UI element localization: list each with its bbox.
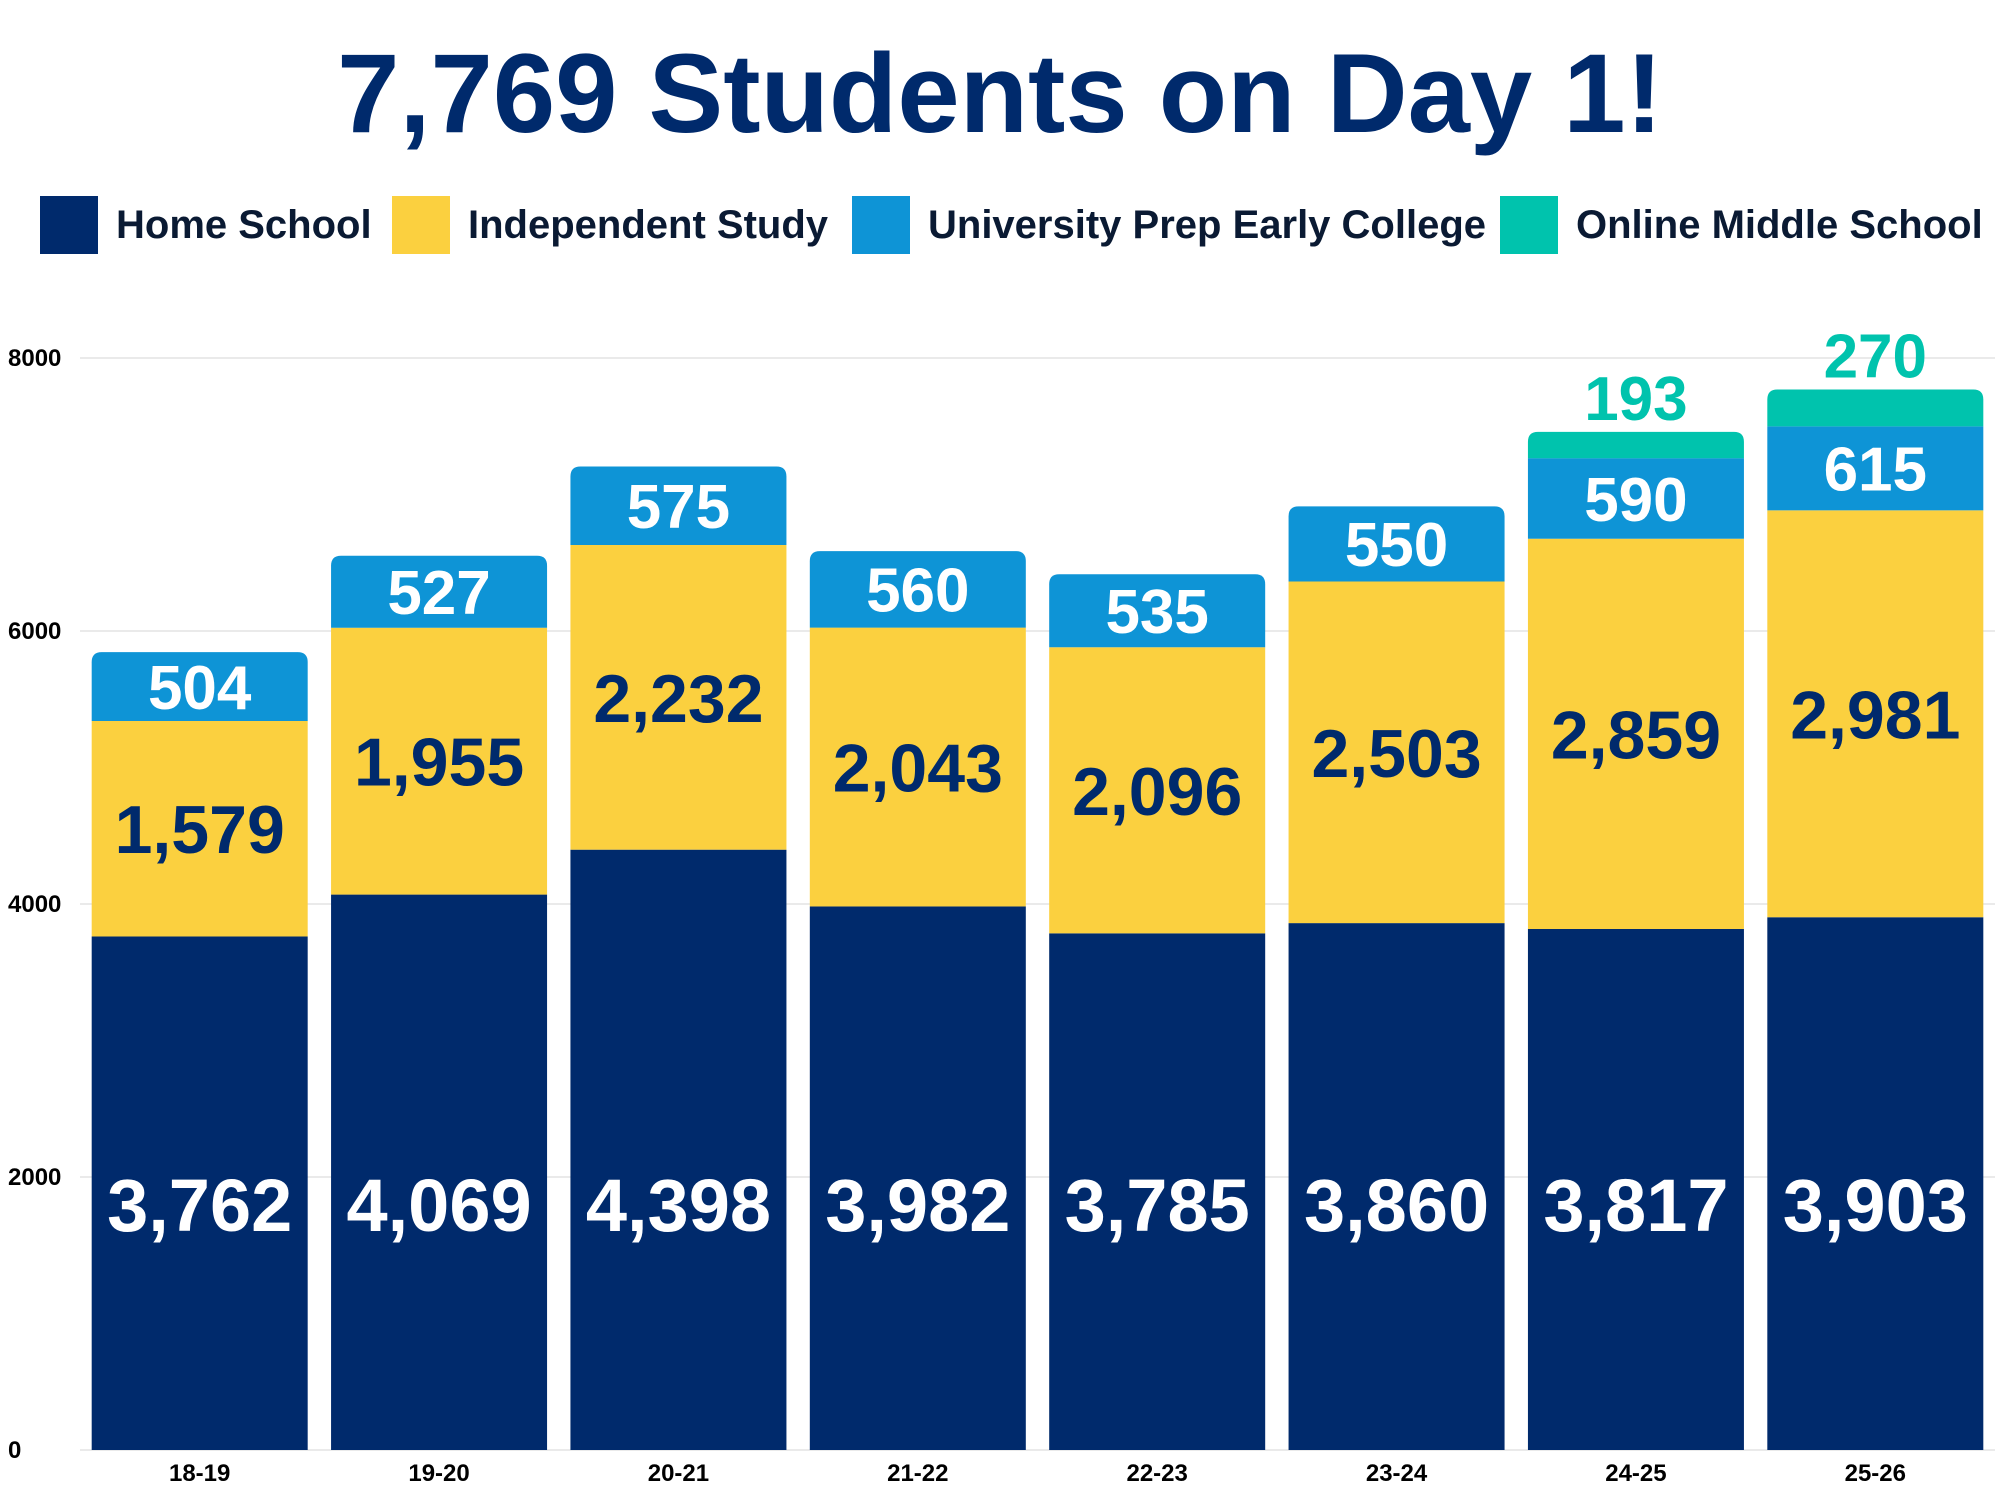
data-label: 3,762 bbox=[107, 1164, 292, 1247]
y-tick-label: 8000 bbox=[8, 345, 61, 372]
data-label: 504 bbox=[148, 654, 252, 723]
bar-segment bbox=[1288, 581, 1505, 924]
bar-segment bbox=[809, 906, 1026, 1450]
y-tick-label: 0 bbox=[8, 1437, 21, 1464]
x-tick-label: 18-19 bbox=[169, 1460, 230, 1487]
legend-swatch-home-school bbox=[40, 196, 98, 254]
legend-item-online-middle-school: Online Middle School bbox=[1500, 190, 1983, 260]
bar-segment bbox=[91, 652, 308, 721]
legend-swatch-independent-study bbox=[392, 196, 450, 254]
x-tick-label: 25-26 bbox=[1845, 1460, 1906, 1487]
data-label: 3,817 bbox=[1543, 1164, 1728, 1247]
data-label: 535 bbox=[1105, 578, 1208, 647]
legend-swatch-university-prep bbox=[852, 196, 910, 254]
bar-segment bbox=[1767, 426, 1984, 511]
bar-segment bbox=[1767, 917, 1984, 1450]
y-tick-label: 4000 bbox=[8, 891, 61, 918]
bar-segment bbox=[1049, 574, 1266, 648]
data-label: 4,069 bbox=[346, 1164, 531, 1247]
legend-swatch-online-middle-school bbox=[1500, 196, 1558, 254]
bar-segment bbox=[1767, 510, 1984, 918]
data-label: 527 bbox=[387, 559, 490, 628]
bar-segment bbox=[1049, 933, 1266, 1450]
data-label: 1,579 bbox=[115, 792, 285, 868]
bar-segment bbox=[1527, 458, 1744, 539]
data-label: 270 bbox=[1824, 323, 1927, 392]
data-label: 2,981 bbox=[1790, 677, 1960, 753]
bar-segment bbox=[1049, 647, 1266, 934]
x-tick-label: 20-21 bbox=[648, 1460, 709, 1487]
bar-segment bbox=[91, 936, 308, 1450]
bar-segment bbox=[91, 720, 308, 937]
bar-segment bbox=[570, 545, 787, 850]
bar-segment bbox=[1767, 389, 1984, 427]
data-label: 193 bbox=[1584, 365, 1687, 434]
data-label: 3,982 bbox=[825, 1164, 1010, 1247]
x-tick-label: 23-24 bbox=[1366, 1460, 1428, 1487]
legend-item-home-school: Home School bbox=[40, 190, 372, 260]
bar-segment bbox=[809, 551, 1026, 628]
legend-label-online-middle-school: Online Middle School bbox=[1576, 202, 1983, 247]
data-label: 560 bbox=[866, 557, 969, 626]
bar-segment bbox=[1527, 431, 1744, 459]
data-label: 4,398 bbox=[586, 1164, 771, 1247]
bar-segment bbox=[570, 466, 787, 546]
data-label: 2,043 bbox=[833, 731, 1003, 807]
data-label: 2,232 bbox=[593, 661, 763, 737]
legend-label-university-prep: University Prep Early College bbox=[928, 202, 1487, 247]
data-label: 2,859 bbox=[1551, 697, 1721, 773]
bar-segment bbox=[331, 555, 548, 628]
legend-item-university-prep: University Prep Early College bbox=[852, 190, 1486, 260]
y-tick-label: 6000 bbox=[8, 618, 61, 645]
legend-item-independent-study: Independent Study bbox=[392, 190, 828, 260]
bar-segment bbox=[331, 627, 548, 895]
y-tick-label: 2000 bbox=[8, 1164, 61, 1191]
data-label: 590 bbox=[1584, 466, 1687, 535]
legend-label-home-school: Home School bbox=[116, 202, 372, 247]
chart-legend: Home School Independent Study University… bbox=[40, 190, 1990, 260]
data-label: 1,955 bbox=[354, 725, 524, 801]
data-label: 615 bbox=[1824, 436, 1927, 505]
data-label: 550 bbox=[1345, 511, 1448, 580]
data-label: 3,903 bbox=[1783, 1164, 1968, 1247]
data-label: 3,860 bbox=[1304, 1164, 1489, 1247]
x-tick-label: 21-22 bbox=[887, 1460, 948, 1487]
x-tick-label: 22-23 bbox=[1126, 1460, 1187, 1487]
bar-segment bbox=[570, 849, 787, 1450]
data-label: 2,503 bbox=[1311, 716, 1481, 792]
legend-label-independent-study: Independent Study bbox=[468, 202, 828, 247]
data-label: 2,096 bbox=[1072, 754, 1242, 830]
chart-title: 7,769 Students on Day 1! bbox=[337, 31, 1663, 156]
bar-segment bbox=[331, 894, 548, 1450]
data-label: 3,785 bbox=[1065, 1164, 1250, 1247]
bar-segment bbox=[809, 627, 1026, 907]
x-tick-label: 19-20 bbox=[408, 1460, 469, 1487]
x-tick-label: 24-25 bbox=[1605, 1460, 1666, 1487]
bar-segment bbox=[1527, 538, 1744, 929]
bar-segment bbox=[1288, 506, 1505, 582]
bar-segment bbox=[1527, 928, 1744, 1450]
data-label: 575 bbox=[627, 473, 730, 542]
bar-segment bbox=[1288, 923, 1505, 1450]
